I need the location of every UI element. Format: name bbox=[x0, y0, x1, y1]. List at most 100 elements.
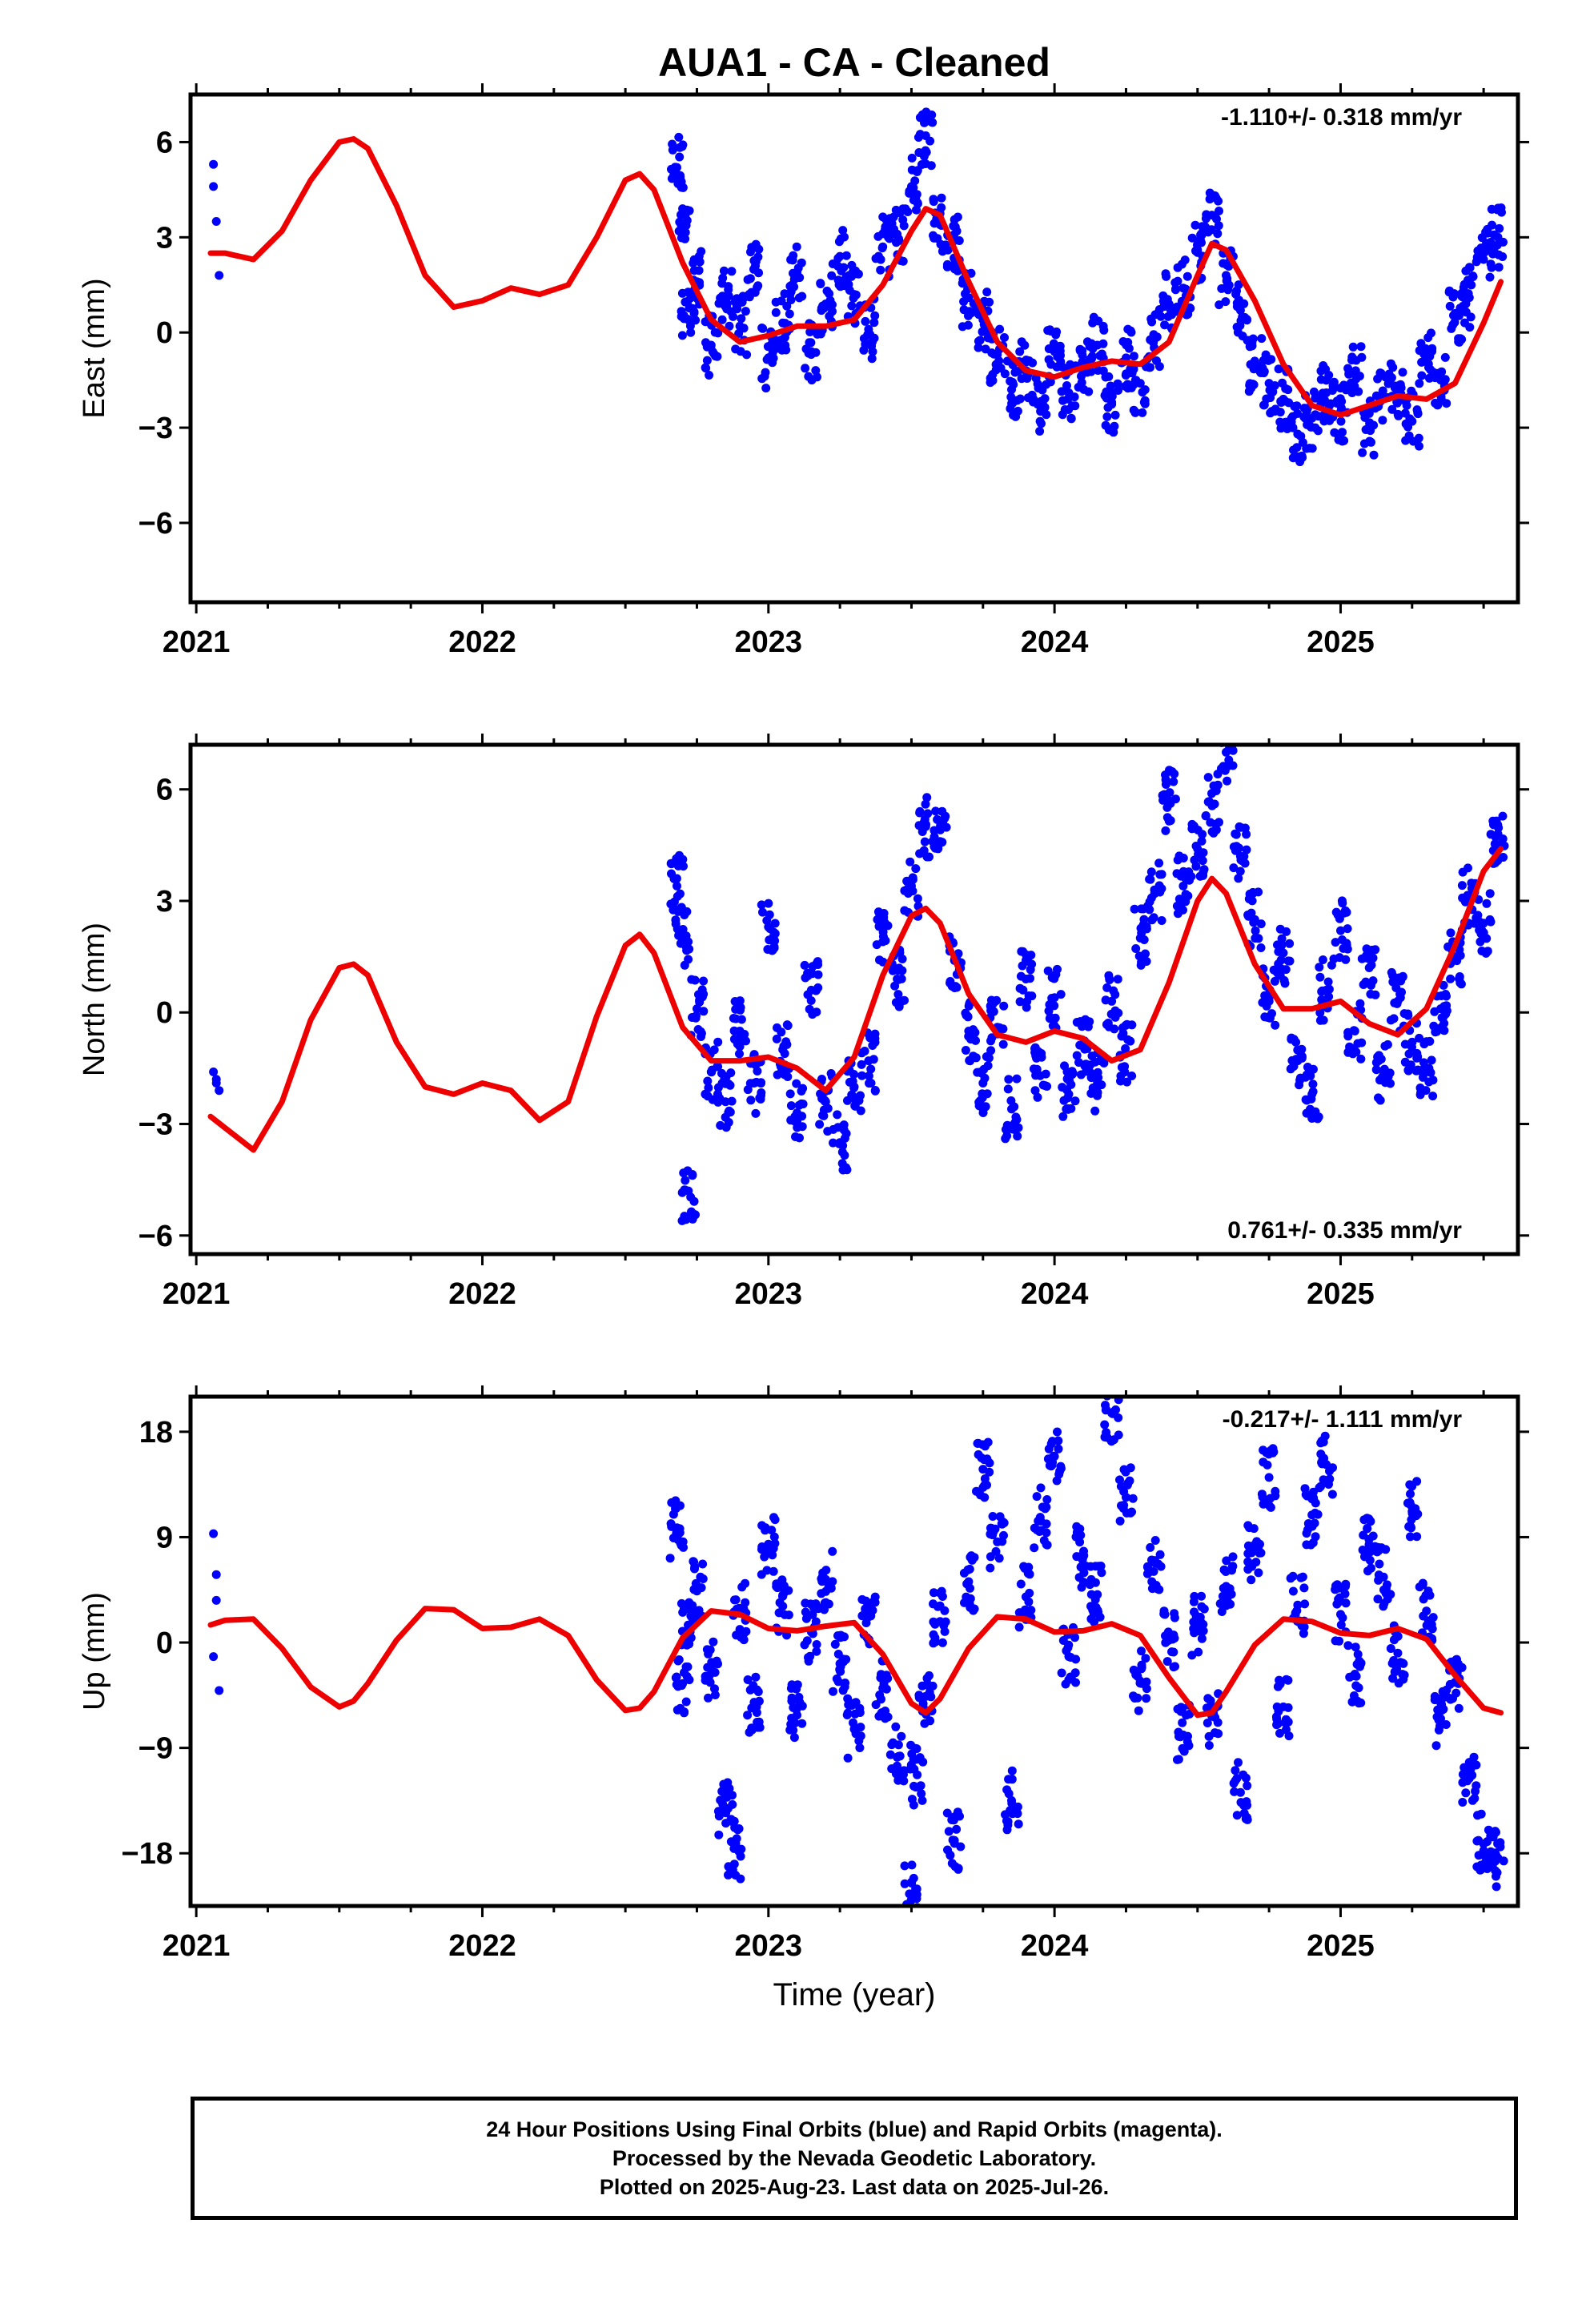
data-point bbox=[1070, 1096, 1080, 1106]
data-point bbox=[1458, 292, 1468, 302]
data-point bbox=[946, 1851, 955, 1860]
data-point bbox=[1122, 1077, 1132, 1087]
data-point bbox=[1399, 1659, 1408, 1668]
data-point bbox=[1315, 1015, 1325, 1025]
data-point bbox=[1211, 194, 1221, 203]
data-point bbox=[986, 1523, 996, 1533]
data-point bbox=[919, 846, 929, 855]
data-point bbox=[905, 1889, 914, 1899]
data-point bbox=[1346, 381, 1355, 391]
data-point bbox=[1341, 955, 1351, 964]
data-point bbox=[1334, 435, 1343, 444]
data-point bbox=[1431, 373, 1439, 383]
data-point bbox=[1340, 906, 1350, 915]
data-point bbox=[1044, 355, 1054, 364]
data-point bbox=[1142, 1694, 1151, 1703]
data-point bbox=[733, 1825, 742, 1835]
data-point bbox=[767, 1526, 777, 1535]
data-point bbox=[782, 1020, 792, 1030]
data-point bbox=[948, 1835, 958, 1845]
data-point bbox=[1075, 1538, 1085, 1547]
data-point bbox=[840, 1133, 849, 1143]
data-point bbox=[936, 821, 946, 830]
data-point bbox=[1123, 338, 1133, 347]
data-point bbox=[1102, 983, 1112, 992]
data-point bbox=[833, 1650, 843, 1659]
y-tick-label: 9 bbox=[156, 1521, 173, 1554]
data-point bbox=[1235, 866, 1245, 876]
data-point bbox=[1315, 1008, 1325, 1018]
data-point bbox=[791, 272, 801, 281]
data-point bbox=[777, 1065, 787, 1075]
data-point bbox=[1207, 827, 1217, 837]
data-point bbox=[1170, 1613, 1179, 1622]
data-point bbox=[1010, 1102, 1019, 1112]
data-point bbox=[1271, 1712, 1281, 1722]
data-point bbox=[1215, 207, 1223, 215]
data-point bbox=[1161, 770, 1170, 780]
data-point bbox=[843, 1096, 852, 1105]
data-point bbox=[1258, 998, 1267, 1007]
data-point bbox=[1066, 414, 1076, 424]
data-point bbox=[1015, 394, 1025, 404]
data-point bbox=[781, 345, 791, 355]
data-point bbox=[1047, 1461, 1057, 1470]
data-point bbox=[826, 1583, 836, 1593]
data-point bbox=[1256, 1548, 1266, 1558]
data-point bbox=[893, 990, 903, 999]
data-point bbox=[875, 1691, 885, 1699]
data-point bbox=[762, 916, 772, 925]
data-point bbox=[1445, 301, 1455, 311]
footer-info-box: 24 Hour Positions Using Final Orbits (bl… bbox=[191, 2097, 1518, 2220]
data-point bbox=[1274, 364, 1283, 374]
data-point bbox=[959, 297, 969, 307]
data-point bbox=[719, 266, 729, 275]
data-point bbox=[1247, 1548, 1256, 1558]
data-point bbox=[1062, 1104, 1071, 1114]
data-point bbox=[803, 971, 813, 980]
data-point bbox=[1072, 1522, 1082, 1531]
data-point bbox=[1162, 271, 1171, 281]
data-point bbox=[1232, 1811, 1242, 1820]
data-point bbox=[950, 1862, 960, 1872]
data-point bbox=[1189, 1617, 1199, 1626]
data-point bbox=[678, 854, 688, 864]
data-point bbox=[811, 366, 821, 376]
data-point bbox=[1183, 1731, 1192, 1741]
data-point bbox=[1070, 1633, 1079, 1642]
data-point bbox=[1187, 819, 1197, 829]
data-point bbox=[1371, 1065, 1381, 1075]
data-point bbox=[666, 1519, 676, 1529]
data-point bbox=[714, 1830, 724, 1839]
data-point bbox=[1319, 1454, 1329, 1463]
data-point bbox=[805, 328, 815, 336]
data-point bbox=[1012, 1074, 1022, 1084]
data-point bbox=[1460, 1768, 1469, 1778]
data-point bbox=[1259, 367, 1269, 376]
data-point bbox=[1336, 926, 1345, 935]
data-point bbox=[1432, 1027, 1442, 1036]
data-point bbox=[1377, 1543, 1386, 1553]
data-point bbox=[917, 110, 927, 119]
data-point bbox=[699, 976, 709, 986]
data-point bbox=[211, 1595, 221, 1605]
data-point bbox=[1275, 408, 1285, 417]
data-point bbox=[801, 364, 810, 373]
data-point bbox=[1484, 1825, 1493, 1835]
data-point bbox=[1417, 371, 1427, 380]
data-point bbox=[1189, 1597, 1199, 1606]
data-point bbox=[690, 975, 700, 985]
data-point bbox=[1324, 984, 1334, 994]
data-point bbox=[1142, 1562, 1152, 1571]
data-point bbox=[1042, 410, 1051, 420]
data-point bbox=[1018, 947, 1028, 956]
data-point bbox=[1226, 1599, 1235, 1609]
data-point bbox=[677, 331, 687, 340]
data-point bbox=[760, 1552, 769, 1562]
data-point bbox=[1229, 863, 1239, 873]
data-point bbox=[713, 1037, 723, 1047]
data-point bbox=[1070, 401, 1080, 411]
data-point bbox=[1210, 1728, 1219, 1738]
data-point bbox=[1356, 1054, 1366, 1063]
data-point bbox=[983, 1061, 993, 1071]
